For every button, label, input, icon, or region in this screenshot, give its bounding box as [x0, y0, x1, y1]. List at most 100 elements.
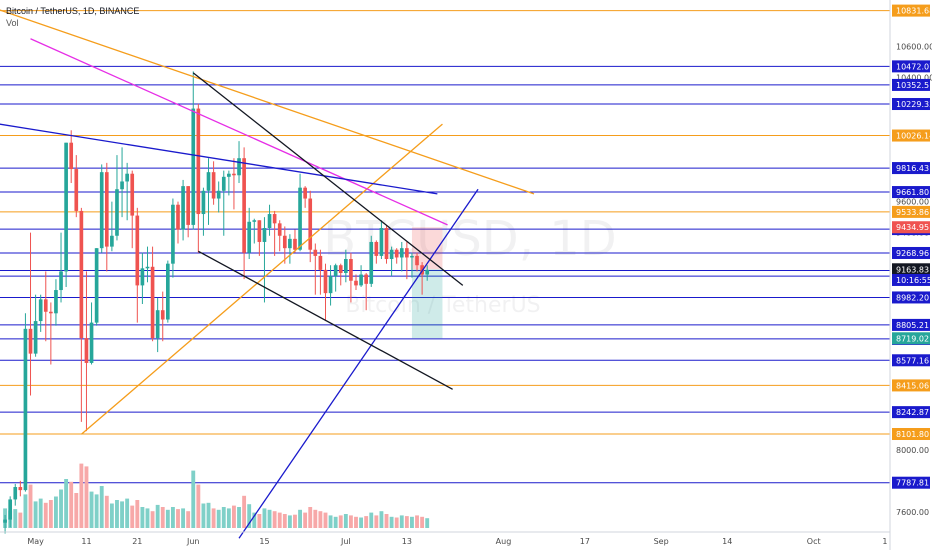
time-tick-label: 15	[259, 537, 269, 546]
candle-body	[171, 204, 175, 264]
candle-body	[216, 190, 221, 199]
candle-body	[13, 487, 18, 500]
volume-bar	[104, 495, 109, 528]
volume-bar	[323, 512, 328, 528]
candle-body	[354, 280, 358, 286]
volume-bar	[404, 516, 409, 528]
volume-indicator-label: Vol	[6, 18, 19, 28]
candle-body	[89, 322, 94, 363]
volume-bar	[186, 511, 191, 528]
volume-bar	[28, 484, 33, 528]
level-price-label-bg	[892, 291, 930, 304]
candle-body	[415, 255, 419, 266]
time-tick-label: 14	[722, 537, 732, 546]
candle-body	[399, 248, 404, 258]
candle-body	[384, 228, 389, 260]
level-price-label-bg	[892, 318, 930, 331]
volume-bar	[221, 507, 226, 528]
candle-body	[84, 338, 89, 363]
volume-bar	[379, 511, 384, 528]
candle-body	[394, 249, 399, 258]
candle-body	[155, 310, 160, 339]
candle-body	[364, 274, 369, 284]
volume-bar	[242, 495, 247, 528]
candle-body	[191, 108, 196, 225]
candle-body	[135, 215, 140, 286]
candle-body	[293, 238, 297, 250]
price-tick-label: 10600.00	[896, 43, 932, 52]
level-price-label-bg	[892, 379, 930, 392]
volume-bar	[343, 514, 348, 528]
candle-body	[74, 169, 79, 211]
time-tick-label: Sep	[654, 537, 669, 546]
candle-body	[323, 269, 328, 294]
candle-body	[38, 299, 43, 322]
volume-bar	[369, 512, 374, 528]
volume-bar	[109, 503, 114, 528]
volume-bar	[237, 507, 241, 528]
level-price-label-bg	[892, 406, 930, 419]
plot-area[interactable]: BTCUSD, 1D Bitcoin / TetherUS	[0, 3, 890, 539]
level-price-label-bg	[892, 162, 930, 175]
volume-bar	[389, 516, 394, 528]
price-badge: 8719.02	[896, 334, 929, 343]
level-price-label: 8415.06	[896, 381, 929, 390]
price-tick-label: 7600.00	[896, 508, 929, 517]
volume-bar	[399, 515, 404, 528]
volume-bar	[308, 507, 313, 528]
candle-body	[298, 187, 302, 250]
volume-bar	[267, 509, 272, 528]
candle-body	[120, 181, 124, 190]
trendline	[238, 188, 479, 539]
volume-bar	[374, 515, 379, 528]
time-tick-label: 17	[580, 537, 590, 546]
volume-bar	[394, 517, 399, 528]
volume-bar	[23, 494, 28, 528]
level-price-label: 10229.33	[896, 100, 932, 109]
trendline	[0, 9, 535, 195]
volume-bar	[33, 501, 38, 528]
candle-body	[425, 269, 430, 275]
candle-body	[221, 176, 226, 191]
volume-bar	[18, 512, 23, 528]
candle-body	[374, 241, 379, 256]
volume-bar	[120, 501, 124, 528]
level-price-label-bg	[892, 98, 930, 111]
volume-bar	[150, 511, 155, 528]
price-badge-bg	[892, 221, 930, 234]
candle-body	[303, 187, 307, 199]
level-price-label: 10352.51	[896, 81, 932, 90]
volume-bar	[79, 463, 84, 528]
candle-body	[130, 173, 135, 216]
volume-bar	[94, 494, 99, 528]
level-price-label-bg	[892, 186, 930, 199]
candle-body	[181, 186, 185, 230]
time-tick-label: Jul	[340, 537, 351, 546]
volume-bar	[38, 498, 43, 528]
candle-body	[313, 249, 318, 256]
volume-bar	[155, 504, 160, 528]
candle-body	[115, 189, 119, 236]
candle-body	[125, 173, 129, 182]
volume-bar	[293, 514, 297, 528]
volume-bar	[54, 496, 58, 528]
candle-body	[140, 268, 145, 286]
volume-bar	[282, 514, 287, 528]
candle-body	[176, 204, 180, 230]
level-price-label: 8982.20	[896, 293, 929, 302]
candle-body	[359, 274, 363, 286]
volume-bar	[13, 509, 18, 528]
volume-bar	[140, 507, 145, 528]
trendline	[198, 250, 453, 390]
volume-bar	[191, 470, 196, 528]
level-price-label-bg	[892, 4, 930, 17]
level-price-label: 7787.81	[896, 479, 929, 488]
level-price-label-bg	[892, 476, 930, 489]
candle-body	[165, 263, 170, 320]
level-price-label: 9661.80	[896, 188, 929, 197]
volume-bar	[135, 500, 140, 528]
level-price-label: 10831.68	[896, 7, 932, 16]
candle-body	[333, 265, 338, 277]
level-price-label-bg	[892, 205, 930, 218]
